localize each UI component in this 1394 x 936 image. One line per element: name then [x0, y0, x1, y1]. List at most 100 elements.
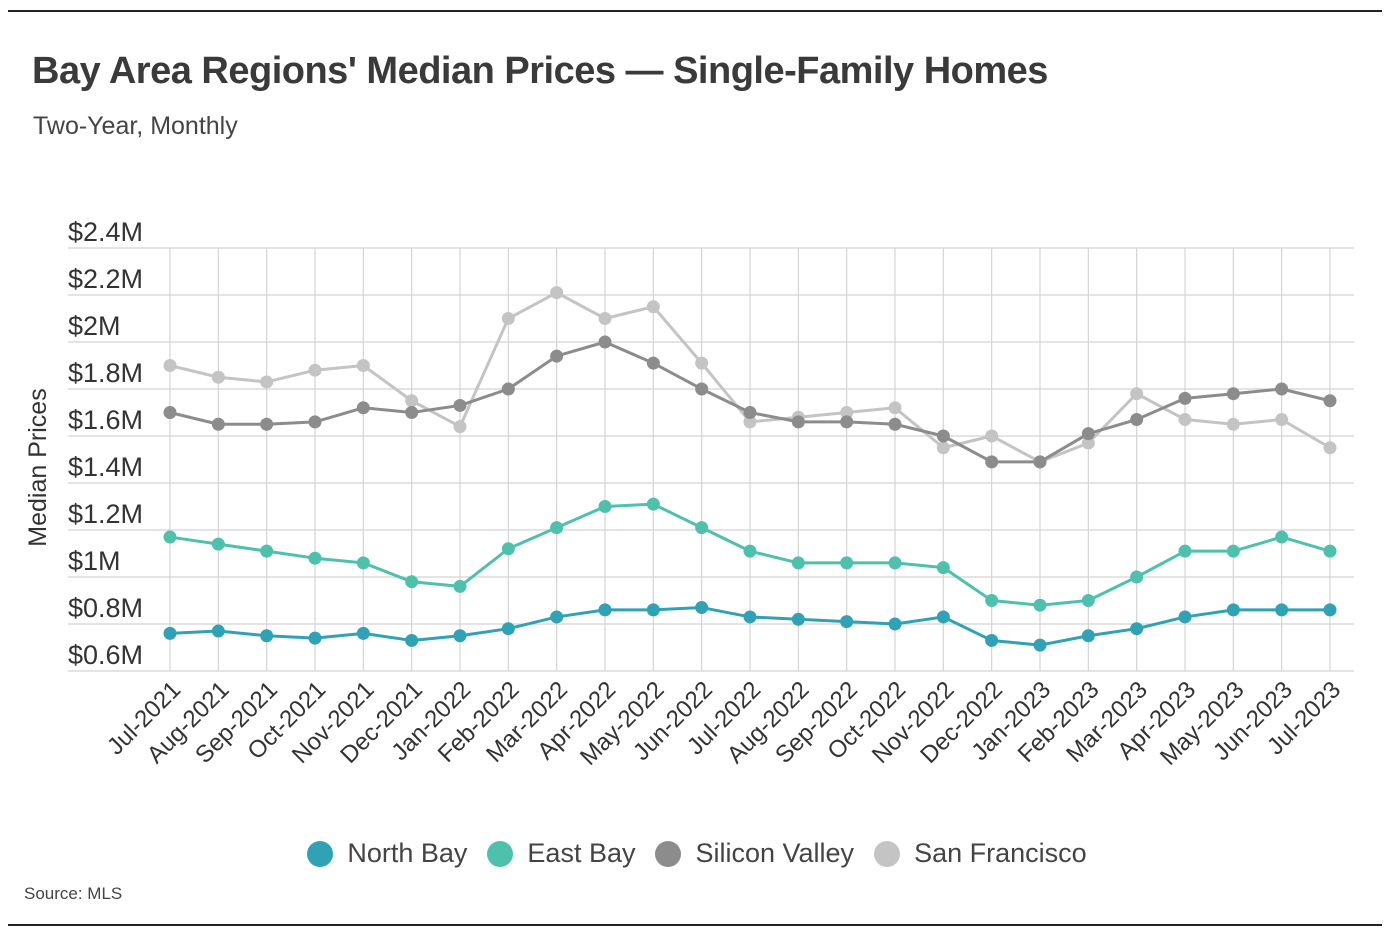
data-point [936, 441, 950, 455]
data-point [1226, 544, 1240, 558]
data-point [501, 382, 515, 396]
series-north-bay [163, 601, 1337, 652]
data-point [308, 631, 322, 645]
y-tick-label: $0.6M [68, 640, 143, 670]
data-point [260, 417, 274, 431]
data-point [1275, 530, 1289, 544]
line-chart: $0.6M $0.8M $1M $1.2M $1.4M $1.6M $1.8M $2M $2.2… [24, 217, 1354, 771]
data-point [791, 415, 805, 429]
data-point [695, 356, 709, 370]
data-point [308, 363, 322, 377]
data-point [1323, 544, 1337, 558]
data-point [1178, 391, 1192, 405]
data-point [356, 401, 370, 415]
data-point [1226, 387, 1240, 401]
data-point [598, 335, 612, 349]
data-point [695, 601, 709, 615]
series-layer [163, 286, 1337, 652]
data-point [163, 530, 177, 544]
data-point [840, 415, 854, 429]
data-point [1081, 629, 1095, 643]
data-point [1275, 603, 1289, 617]
data-point [1033, 638, 1047, 652]
legend-item: East Bay [487, 838, 635, 869]
data-point [501, 542, 515, 556]
series-east-bay [163, 497, 1337, 612]
data-point [356, 626, 370, 640]
data-point [888, 556, 902, 570]
chart-subtitle: Two-Year, Monthly [33, 112, 238, 140]
legend-swatch [874, 840, 901, 867]
data-point [163, 626, 177, 640]
data-point [840, 556, 854, 570]
data-point [1081, 594, 1095, 607]
legend: North Bay East Bay Silicon Valley San Franc… [0, 838, 1394, 869]
data-point [646, 603, 660, 617]
data-point [1323, 603, 1337, 617]
data-point [743, 406, 757, 419]
y-tick-label: $2.2M [68, 264, 143, 294]
legend-label: San Francisco [914, 838, 1087, 868]
data-point [1323, 394, 1337, 408]
data-point [163, 406, 177, 419]
legend-swatch [307, 840, 334, 867]
data-point [936, 429, 950, 443]
data-point [356, 556, 370, 570]
y-tick-label: $2.4M [68, 217, 143, 247]
data-point [985, 429, 999, 443]
y-axis-label: Median Prices [24, 388, 52, 546]
data-point [405, 406, 419, 419]
data-point [598, 312, 612, 325]
data-point [1130, 413, 1144, 427]
y-axis: $0.6M $0.8M $1M $1.2M $1.4M $1.6M $1.8M $2M $2.2… [68, 217, 143, 670]
data-point [888, 617, 902, 631]
data-point [308, 415, 322, 429]
legend-item: North Bay [307, 838, 467, 869]
legend-item: Silicon Valley [655, 838, 854, 869]
data-point [405, 394, 419, 408]
data-point [260, 544, 274, 558]
data-point [840, 615, 854, 629]
y-tick-label: $0.8M [68, 593, 143, 623]
data-point [1033, 598, 1047, 612]
data-point [356, 359, 370, 372]
data-point [646, 497, 660, 511]
data-point [598, 500, 612, 513]
data-point [1178, 610, 1192, 624]
data-point [598, 603, 612, 617]
data-point [840, 406, 854, 419]
legend-label: Silicon Valley [695, 838, 855, 868]
data-point [791, 556, 805, 570]
data-point [1178, 413, 1192, 427]
data-point [1178, 544, 1192, 558]
data-point [405, 633, 419, 647]
source-note: Source: MLS [24, 884, 123, 903]
data-point [646, 300, 660, 314]
x-axis: Jul-2021Aug-2021Sep-2021Oct-2021Nov-2021… [102, 676, 1346, 771]
data-point [1081, 427, 1095, 441]
data-point [1275, 382, 1289, 396]
data-point [163, 359, 177, 372]
y-tick-label: $1.8M [68, 358, 143, 388]
legend-label: East Bay [527, 838, 636, 868]
data-point [936, 561, 950, 575]
data-point [550, 349, 564, 363]
data-point [453, 629, 467, 643]
data-point [550, 610, 564, 624]
bottom-rule [8, 924, 1382, 926]
data-point [985, 594, 999, 607]
data-point [888, 401, 902, 415]
data-point [453, 420, 467, 434]
data-point [550, 521, 564, 535]
y-tick-label: $1.2M [68, 499, 143, 529]
data-point [936, 610, 950, 624]
chart-title: Bay Area Regions' Median Prices — Single… [32, 50, 1048, 92]
legend-item: San Francisco [874, 838, 1087, 869]
data-point [453, 398, 467, 412]
data-point [985, 455, 999, 469]
data-point [985, 633, 999, 647]
y-tick-label: $2M [68, 311, 121, 341]
data-point [453, 579, 467, 593]
y-tick-label: $1.4M [68, 452, 143, 482]
data-point [1130, 622, 1144, 636]
